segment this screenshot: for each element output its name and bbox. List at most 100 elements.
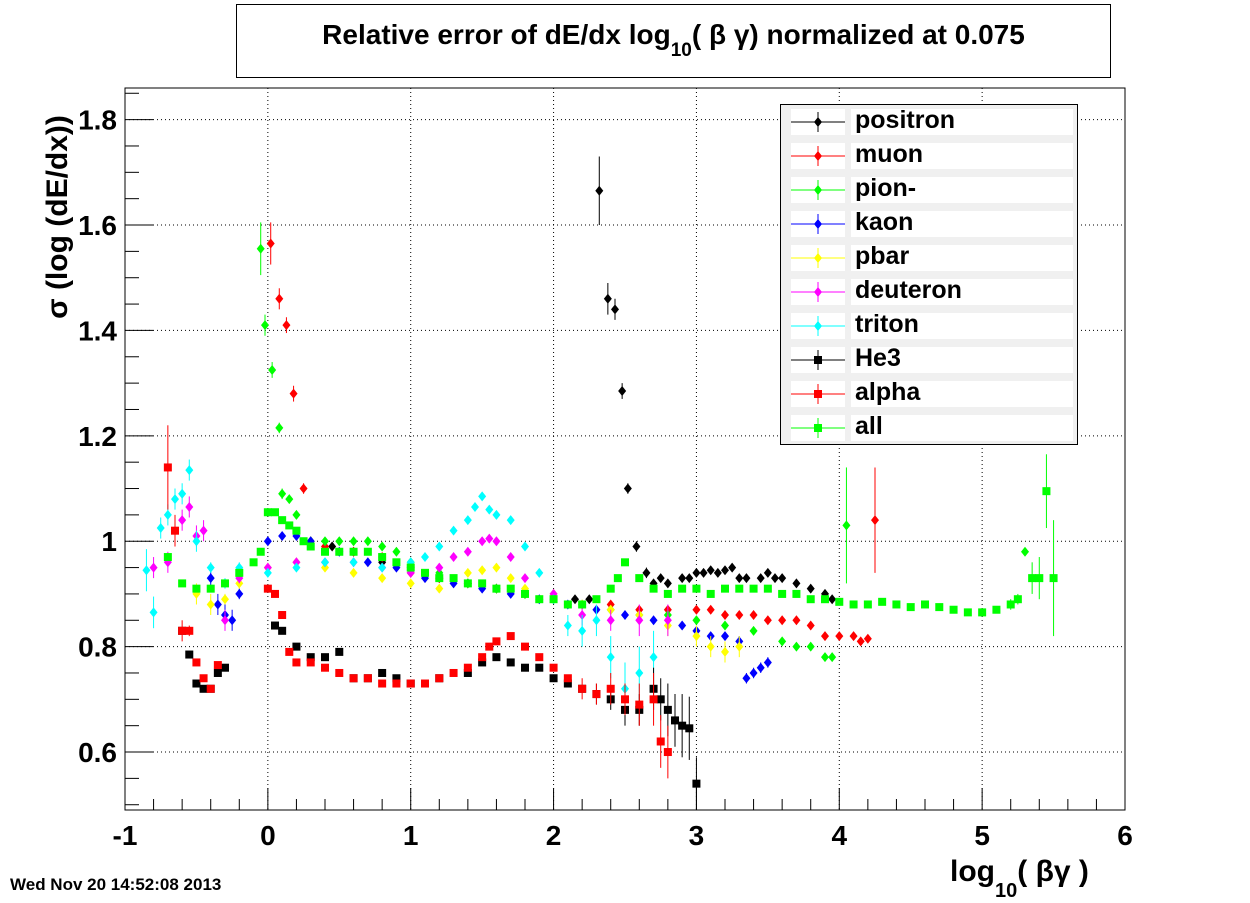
data-point xyxy=(892,600,901,609)
data-point xyxy=(392,674,401,683)
legend-point xyxy=(814,253,822,263)
legend-label: kaon xyxy=(855,208,914,236)
data-point xyxy=(735,610,744,621)
data-point xyxy=(735,573,744,584)
data-point xyxy=(749,667,758,678)
data-point xyxy=(282,320,291,331)
data-point xyxy=(328,541,337,552)
legend-label: all xyxy=(855,412,883,440)
data-point xyxy=(263,567,272,578)
legend-marker-icon xyxy=(791,282,845,302)
data-point xyxy=(335,647,344,656)
y-tick-label: 1.8 xyxy=(78,105,117,136)
data-point xyxy=(721,646,729,657)
legend-swatch xyxy=(791,279,845,305)
data-point xyxy=(749,584,758,593)
data-point xyxy=(606,584,615,593)
data-point xyxy=(492,509,501,520)
data-point xyxy=(656,695,665,704)
legend-swatch xyxy=(791,211,845,237)
data-point xyxy=(406,679,415,688)
data-point xyxy=(699,567,708,578)
y-tick-label: 0.6 xyxy=(78,737,117,768)
data-point xyxy=(275,293,284,304)
data-point xyxy=(335,547,344,556)
data-point xyxy=(692,567,701,578)
data-point xyxy=(335,536,344,547)
data-point xyxy=(178,515,187,526)
data-point xyxy=(1013,595,1022,604)
data-point xyxy=(292,526,301,535)
data-point xyxy=(749,610,758,621)
data-point xyxy=(578,625,587,636)
data-point xyxy=(678,584,687,593)
data-point xyxy=(735,641,744,652)
data-point xyxy=(635,700,644,709)
data-point xyxy=(671,716,679,725)
data-point xyxy=(271,621,279,630)
data-point xyxy=(221,594,229,605)
data-point xyxy=(235,568,244,577)
data-point xyxy=(842,520,851,531)
data-point xyxy=(706,589,715,598)
data-point xyxy=(685,724,694,733)
data-point xyxy=(521,642,529,651)
data-point xyxy=(261,320,269,331)
y-axis-label: σ (log (dE/dx)) xyxy=(41,115,74,319)
data-point xyxy=(435,562,444,573)
data-point xyxy=(321,562,329,573)
data-point xyxy=(163,553,172,562)
chart-title-subscript: 10 xyxy=(670,40,692,61)
data-point xyxy=(178,488,187,499)
data-point xyxy=(378,679,387,688)
data-point xyxy=(435,674,444,683)
data-point xyxy=(492,536,501,547)
data-point xyxy=(992,605,1001,614)
data-point xyxy=(585,594,594,605)
data-point xyxy=(835,597,844,606)
data-point xyxy=(263,508,272,517)
legend-item-kaon: kaon xyxy=(781,207,1077,241)
data-point xyxy=(642,567,651,578)
data-point xyxy=(685,573,694,584)
x-tick-label: -1 xyxy=(113,820,138,851)
legend-swatch xyxy=(791,143,845,169)
data-point xyxy=(506,632,515,641)
data-point xyxy=(285,494,294,505)
legend-item-alpha: alpha xyxy=(781,377,1077,411)
data-point xyxy=(306,542,315,551)
legend-item-muon: muon xyxy=(781,139,1077,173)
data-point xyxy=(1006,600,1015,609)
data-point xyxy=(706,641,715,652)
data-point xyxy=(721,610,729,621)
data-point xyxy=(806,595,815,604)
data-point xyxy=(292,562,301,573)
data-point xyxy=(268,364,277,375)
legend-point xyxy=(814,356,822,364)
data-point xyxy=(149,562,158,573)
legend-marker-icon xyxy=(791,112,845,132)
data-point xyxy=(649,584,658,593)
data-point xyxy=(778,636,787,647)
data-point xyxy=(792,641,801,652)
legend-label: pion- xyxy=(855,174,917,202)
data-point xyxy=(378,573,387,584)
y-tick-label: 1 xyxy=(101,526,117,557)
data-point xyxy=(266,238,275,249)
data-point xyxy=(156,523,165,534)
data-point xyxy=(192,536,201,547)
data-point xyxy=(771,573,779,584)
data-point xyxy=(656,573,665,584)
data-point xyxy=(321,663,329,672)
legend-label: deuteron xyxy=(855,276,962,304)
data-point xyxy=(721,620,729,631)
data-point xyxy=(606,599,615,610)
data-marks xyxy=(142,156,1058,810)
series-alpha xyxy=(163,425,672,779)
data-point xyxy=(678,573,687,584)
data-point xyxy=(678,620,687,631)
data-point xyxy=(506,584,515,593)
data-point xyxy=(613,574,622,583)
data-point xyxy=(378,541,387,552)
data-point xyxy=(485,533,494,544)
